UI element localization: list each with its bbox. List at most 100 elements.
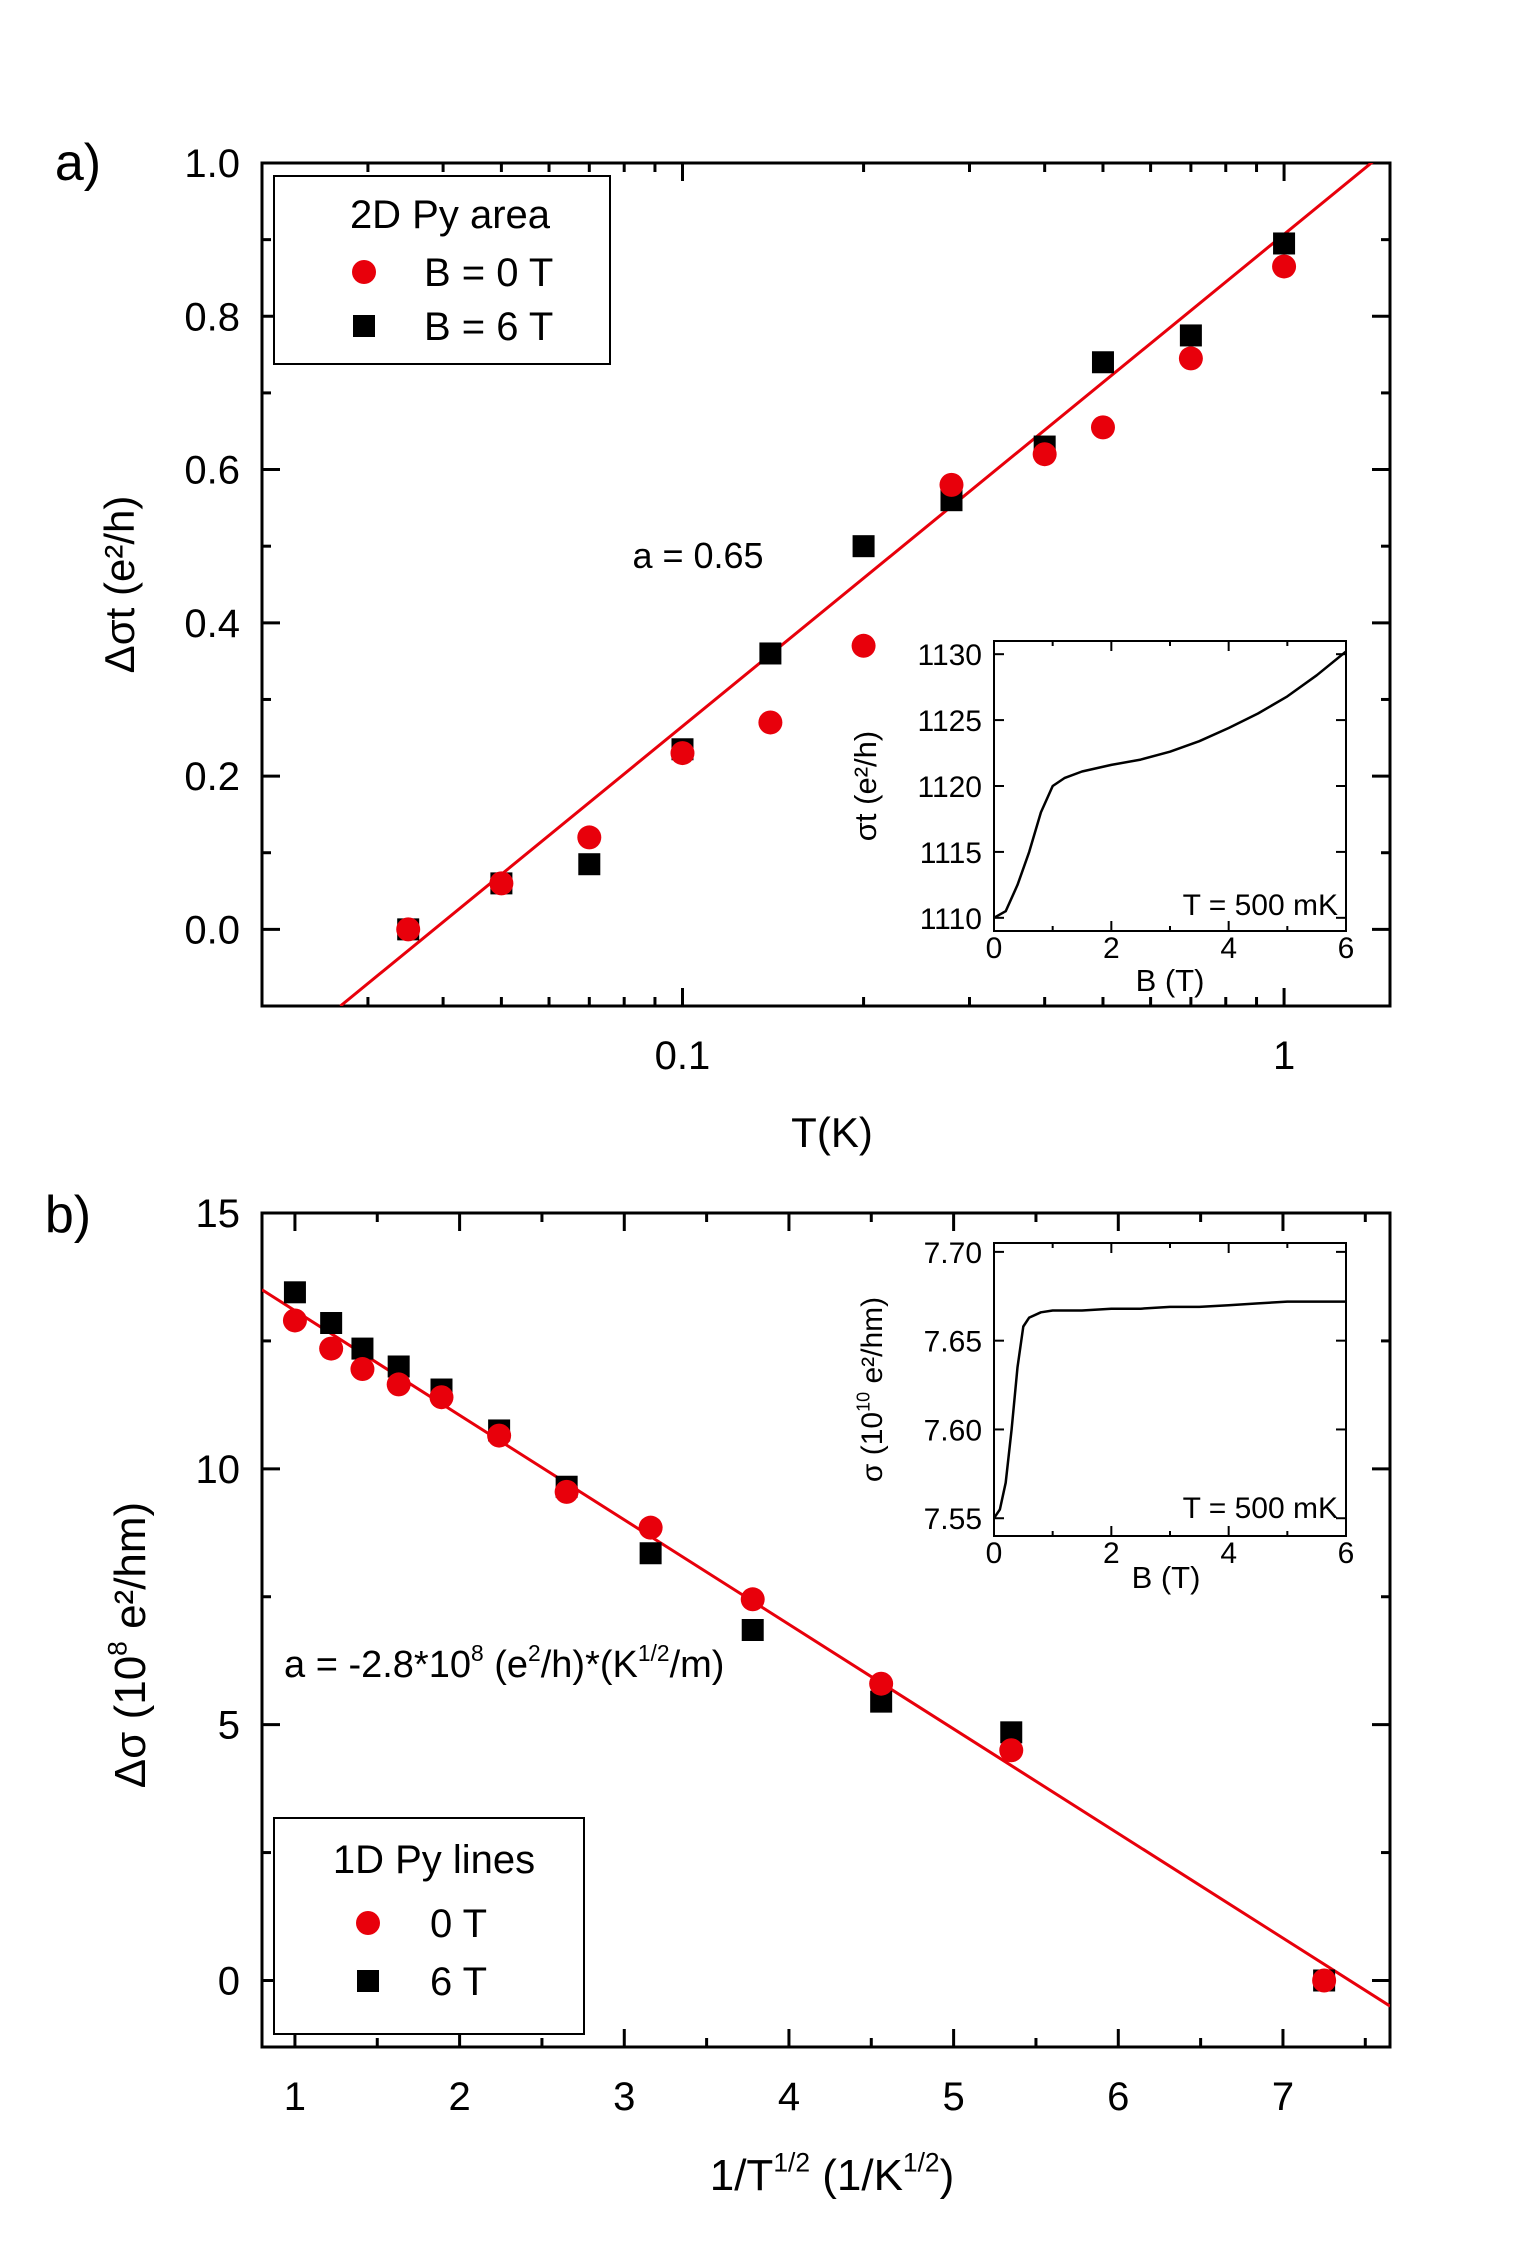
data-point-0T-b	[282, 1308, 307, 1333]
data-point-0T-b	[740, 1587, 765, 1612]
x-tick-label-b: 6	[1107, 2075, 1129, 2119]
x-axis-label-b-part: 1/2	[903, 2148, 940, 2178]
data-point-6T-b	[741, 1619, 764, 1641]
inset-x-axis-label-b: B (T)	[1132, 1560, 1201, 1595]
annotation-b-part: 8	[471, 1640, 484, 1666]
data-point-0T-b	[319, 1336, 344, 1361]
annotation-b-part: 1/2	[638, 1640, 670, 1666]
y-tick-label-a: 0.0	[184, 908, 240, 952]
data-point-0T-a	[758, 710, 783, 735]
x-tick-label-a: 1	[1273, 1034, 1295, 1078]
data-point-0T-b	[638, 1515, 663, 1540]
legend-label-6T-a: B = 6 T	[424, 305, 553, 349]
fit-line-a	[339, 163, 1374, 1006]
y-axis-label-b-part: 8	[103, 1641, 133, 1656]
data-point-0T-b	[869, 1671, 894, 1696]
data-point-0T-a	[577, 825, 602, 850]
inset-y-axis-label-b-part: e²/hm)	[856, 1297, 889, 1392]
y-axis-label-b-part: e²/hm)	[106, 1502, 155, 1641]
data-point-0T-a	[939, 472, 964, 497]
inset-y-axis-label-b-part: σ (10	[856, 1412, 889, 1482]
inset-y-tick-label-b: 7.65	[924, 1326, 982, 1359]
x-tick-label-b: 2	[448, 2075, 470, 2119]
data-point-0T-a	[670, 741, 695, 766]
x-tick-label-a: 0.1	[655, 1034, 711, 1078]
data-point-0T-b	[386, 1372, 411, 1397]
legend-label-0T-b: 0 T	[430, 1902, 487, 1946]
y-axis-label-b: Δσ (108 e²/hm)	[103, 1502, 155, 1788]
legend-marker-6T-a	[353, 315, 375, 337]
plot-frame-b	[260, 1211, 1392, 2049]
y-axis-label-a: Δσt (e²/h)	[96, 496, 143, 674]
plot-frame-a	[260, 161, 1392, 1008]
inset-y-tick-label-b: 7.60	[924, 1414, 982, 1447]
inset-x-tick-label-a: 0	[986, 932, 1003, 965]
annotation-b-part: /m)	[670, 1644, 725, 1686]
inset-y-tick-label-b: 7.55	[924, 1503, 982, 1536]
data-point-0T-b	[554, 1479, 579, 1504]
inset-x-tick-label-b: 2	[1103, 1537, 1120, 1570]
inset-annotation-b: T = 500 mK	[1183, 1492, 1338, 1525]
inset-y-tick-label-a: 1120	[917, 771, 982, 804]
inset-y-tick-label-a: 1130	[917, 639, 982, 672]
annotation-b-part: 2	[528, 1640, 541, 1666]
legend-marker-0T-a	[352, 260, 376, 284]
data-point-6T-b	[283, 1281, 306, 1304]
inset-y-axis-label-b: σ (1010 e²/hm)	[853, 1297, 889, 1482]
y-tick-label-a: 0.8	[184, 295, 240, 339]
annotation-b-part: a = -2.8*10	[284, 1644, 471, 1686]
y-tick-label-b: 0	[218, 1959, 240, 2003]
inset-curve-b	[992, 1300, 1346, 1519]
inset-y-tick-label-b: 7.70	[924, 1237, 982, 1270]
data-point-0T-a	[851, 633, 876, 658]
legend-box-b	[273, 1817, 585, 2035]
annotation-a: a = 0.65	[632, 535, 763, 576]
inset-x-tick-label-b: 4	[1220, 1537, 1237, 1570]
inset-y-tick-label-a: 1110	[920, 903, 982, 936]
y-tick-label-a: 0.2	[184, 755, 240, 799]
data-point-6T-a	[1091, 351, 1114, 374]
legend-box-a	[273, 175, 611, 365]
inset-frame-a	[993, 640, 1347, 932]
x-tick-label-b: 7	[1272, 2075, 1294, 2119]
y-tick-label-a: 1.0	[184, 142, 240, 186]
panel-label-b: b)	[45, 1186, 91, 1244]
annotation-b-part: /h)*(K	[541, 1644, 638, 1686]
x-axis-label-b-part: (1/K	[810, 2151, 903, 2200]
x-axis-label-a: T(K)	[791, 1109, 873, 1156]
inset-y-axis-label-a: σt (e²/h)	[848, 731, 883, 841]
data-point-6T-b	[320, 1312, 343, 1335]
legend-title-b: 1D Py lines	[333, 1838, 535, 1882]
data-point-0T-a	[396, 917, 421, 942]
legend-label-6T-b: 6 T	[430, 1960, 487, 2004]
data-point-6T-b	[387, 1355, 410, 1378]
y-tick-label-b: 5	[218, 1704, 240, 1748]
inset-x-tick-label-b: 6	[1338, 1537, 1355, 1570]
x-axis-label-b-part: 1/2	[773, 2148, 810, 2178]
data-point-6T-b	[351, 1337, 374, 1360]
data-point-0T-b	[350, 1357, 375, 1382]
inset-curve-a	[993, 650, 1347, 919]
data-point-0T-a	[489, 871, 514, 896]
data-point-0T-b	[999, 1738, 1024, 1763]
inset-x-tick-label-a: 2	[1103, 932, 1120, 965]
data-point-0T-b	[1312, 1968, 1337, 1993]
legend-label-0T-a: B = 0 T	[424, 251, 553, 295]
inset-annotation-a: T = 500 mK	[1183, 889, 1338, 922]
legend-title-a: 2D Py area	[350, 193, 551, 237]
data-point-0T-a	[1032, 442, 1057, 467]
y-tick-label-b: 15	[196, 1192, 241, 1236]
x-tick-label-b: 3	[613, 2075, 635, 2119]
data-point-6T-b	[639, 1542, 662, 1565]
x-axis-label-b: 1/T1/2 (1/K1/2)	[710, 2148, 955, 2200]
data-point-0T-b	[487, 1423, 512, 1448]
data-point-6T-a	[1273, 232, 1296, 255]
fit-line-b	[262, 1288, 1390, 2008]
data-point-6T-b	[870, 1690, 893, 1713]
annotation-b-part: (e	[484, 1644, 528, 1686]
data-point-0T-a	[1272, 254, 1297, 279]
panel-label-a: a)	[55, 134, 101, 192]
y-axis-label-b-part: Δσ (10	[106, 1656, 155, 1788]
y-tick-label-b: 10	[196, 1448, 241, 1492]
legend-marker-6T-b	[357, 1970, 379, 1992]
